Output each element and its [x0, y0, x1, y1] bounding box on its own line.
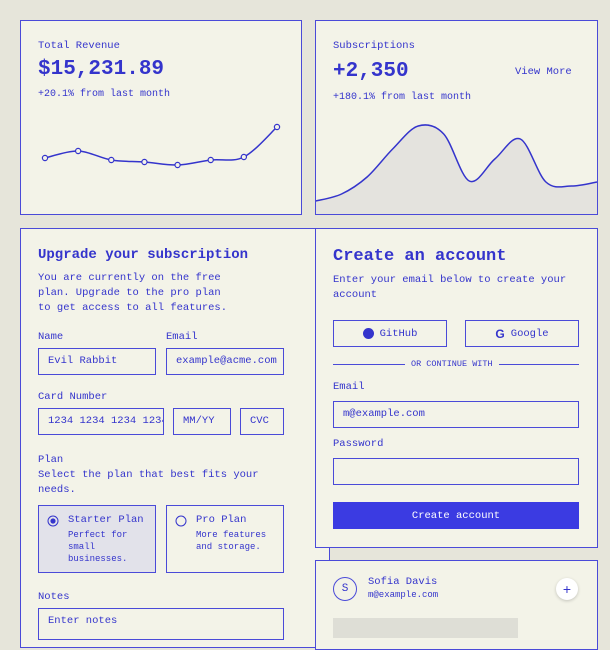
label: Card Number: [38, 391, 108, 403]
view-more-link[interactable]: View More: [515, 66, 572, 78]
label: Email: [166, 331, 198, 343]
label: Email: [333, 381, 365, 393]
member-email: m@example.com: [368, 590, 439, 600]
add-button[interactable]: +: [556, 578, 578, 600]
plan-description: More features and storage.: [196, 530, 267, 552]
divider-text: OR CONTINUE WITH: [405, 358, 499, 370]
member-name: Sofia Davis: [368, 576, 438, 588]
google-button[interactable]: G Google: [465, 320, 579, 347]
email-input[interactable]: example@acme.com: [166, 348, 284, 375]
description: You are currently on the free plan. Upgr…: [38, 272, 228, 314]
description: Select the plan that best fits your need…: [38, 469, 259, 496]
area-line: [315, 124, 598, 202]
label: Notes: [38, 591, 70, 603]
button-label: GitHub: [379, 327, 418, 340]
github-button[interactable]: GitHub: [333, 320, 447, 347]
radio: [47, 515, 59, 527]
card-input[interactable]: 1234 1234 1234 1234: [38, 408, 164, 435]
label: Plan: [38, 454, 64, 466]
plan-option[interactable]: Pro Plan More features and storage.: [166, 505, 284, 573]
point: [174, 161, 181, 169]
charts: [41, 123, 598, 214]
plan-name: Starter Plan: [68, 514, 144, 526]
title: Upgrade your subscription: [38, 247, 249, 263]
google-icon: G: [495, 326, 505, 341]
value: $15,231.89: [38, 58, 165, 81]
point: [240, 153, 248, 161]
notes-input[interactable]: Enter notes: [38, 608, 284, 640]
cvc-input[interactable]: CVC: [240, 408, 284, 435]
button-label: Google: [510, 327, 549, 340]
label: Password: [333, 438, 384, 450]
point: [41, 154, 49, 162]
change: +20.1% from last month: [38, 89, 171, 100]
password-input[interactable]: [333, 458, 579, 485]
revenue-card: [20, 20, 302, 215]
point: [207, 156, 214, 164]
area: [316, 124, 597, 214]
point: [108, 156, 115, 164]
change: +180.1% from last month: [333, 92, 472, 103]
avatar: S: [333, 577, 357, 601]
label: Total Revenue: [38, 40, 120, 52]
point: [273, 123, 281, 131]
title: Create an account: [333, 247, 507, 266]
radio: [175, 515, 187, 527]
expiry-input[interactable]: MM/YY: [173, 408, 231, 435]
plan-description: Perfect for small businesses.: [68, 530, 128, 564]
label: Subscriptions: [333, 40, 415, 52]
submit-button[interactable]: Create account: [333, 502, 579, 529]
name-input[interactable]: Evil Rabbit: [38, 348, 156, 375]
plan-name: Pro Plan: [196, 514, 247, 526]
value: +2,350: [333, 60, 409, 83]
description: Enter your email below to create your ac…: [333, 274, 567, 301]
point: [74, 147, 82, 155]
plan-option[interactable]: Starter Plan Perfect for small businesse…: [38, 505, 156, 573]
github-icon: [362, 328, 374, 339]
placeholder-bar: [333, 618, 518, 638]
point: [141, 158, 148, 166]
create-account-card: [315, 228, 598, 548]
label: Name: [38, 331, 64, 343]
page: Total Revenue $15,231.89 +20.1% from las…: [20, 20, 598, 650]
email-input[interactable]: m@example.com: [333, 401, 579, 428]
